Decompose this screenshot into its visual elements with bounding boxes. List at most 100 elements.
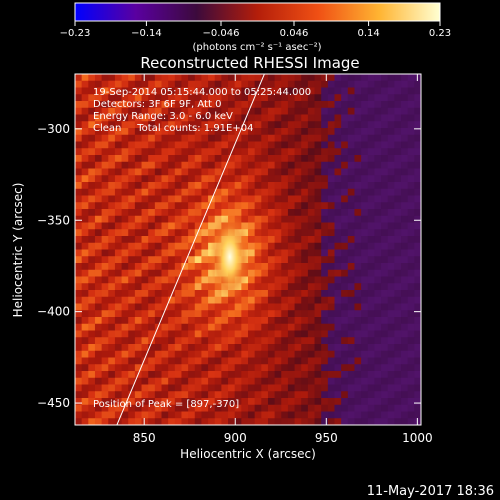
heatmap-cell xyxy=(381,209,389,217)
heatmap-cell xyxy=(254,256,262,264)
heatmap-cell xyxy=(241,148,249,156)
heatmap-cell xyxy=(241,323,249,331)
heatmap-cell xyxy=(181,236,189,244)
heatmap-cell xyxy=(248,215,256,223)
heatmap-cell xyxy=(181,323,189,331)
heatmap-cell xyxy=(327,371,335,379)
heatmap-cell xyxy=(281,350,289,358)
heatmap-cell xyxy=(294,188,302,196)
heatmap-cell xyxy=(281,249,289,257)
heatmap-cell xyxy=(354,330,362,338)
heatmap-cell xyxy=(314,74,322,82)
heatmap-cell xyxy=(188,155,196,163)
heatmap-cell xyxy=(287,418,296,425)
heatmap-cell xyxy=(274,222,282,230)
heatmap-cell xyxy=(414,101,421,109)
heatmap-cell xyxy=(248,134,256,142)
heatmap-cell xyxy=(354,114,362,122)
heatmap-cell xyxy=(114,229,123,237)
heatmap-cell xyxy=(168,141,176,149)
heatmap-cell xyxy=(314,101,322,109)
heatmap-cell xyxy=(401,283,409,291)
heatmap-cell xyxy=(248,229,256,237)
heatmap-cell xyxy=(241,310,249,318)
heatmap-cell xyxy=(221,371,229,379)
heatmap-cell xyxy=(367,269,375,277)
heatmap-cell xyxy=(128,398,136,406)
heatmap-cell xyxy=(274,161,282,169)
heatmap-cell xyxy=(108,107,116,115)
heatmap-cell xyxy=(261,337,269,345)
heatmap-cell xyxy=(194,384,202,392)
heatmap-cell xyxy=(108,384,116,392)
heatmap-cell xyxy=(254,94,262,102)
heatmap-cell xyxy=(381,377,389,385)
heatmap-cell xyxy=(274,269,282,277)
heatmap-cell xyxy=(248,249,256,257)
heatmap-cell xyxy=(168,310,176,318)
heatmap-cell xyxy=(401,188,409,196)
heatmap-cell xyxy=(81,269,89,277)
heatmap-cell xyxy=(374,168,382,176)
heatmap-cell xyxy=(81,229,89,237)
heatmap-cell xyxy=(394,404,402,412)
heatmap-cell xyxy=(374,182,382,190)
heatmap-cell xyxy=(228,101,236,109)
heatmap-cell xyxy=(121,256,129,264)
heatmap-cell xyxy=(248,87,256,95)
heatmap-cell xyxy=(174,121,182,129)
heatmap-cell xyxy=(174,350,182,358)
peak-position-label: Position of Peak = [897,-370] xyxy=(93,399,239,410)
heatmap-cell xyxy=(194,168,202,176)
heatmap-cell xyxy=(254,236,262,244)
heatmap-cell xyxy=(201,209,209,217)
heatmap-cell xyxy=(234,344,242,352)
heatmap-cell xyxy=(367,236,375,244)
heatmap-cell xyxy=(287,350,296,358)
x-tick-label: 850 xyxy=(133,431,156,445)
heatmap-cell xyxy=(94,249,103,257)
heatmap-cell xyxy=(114,249,123,257)
heatmap-cell xyxy=(361,155,369,163)
heatmap-cell xyxy=(287,411,296,419)
heatmap-cell xyxy=(241,101,249,109)
heatmap-cell xyxy=(94,182,103,190)
heatmap-cell xyxy=(161,317,169,325)
heatmap-cell xyxy=(327,222,335,230)
heatmap-cell xyxy=(401,141,409,149)
heatmap-cell xyxy=(188,188,196,196)
heatmap-cell xyxy=(361,161,369,169)
heatmap-cell xyxy=(294,269,302,277)
heatmap-cell xyxy=(128,256,136,264)
info-energy-range: Energy Range: 3.0 - 6.0 keV xyxy=(93,111,233,122)
heatmap-cell xyxy=(161,350,169,358)
heatmap-cell xyxy=(201,114,209,122)
heatmap-cell xyxy=(287,249,296,257)
heatmap-cell xyxy=(381,404,389,412)
heatmap-cell xyxy=(274,209,282,217)
heatmap-cell xyxy=(228,418,236,425)
heatmap-cell xyxy=(327,229,335,237)
heatmap-cell xyxy=(414,249,421,257)
heatmap-cell xyxy=(407,398,415,406)
heatmap-cell xyxy=(301,229,309,237)
heatmap-cell xyxy=(248,175,256,183)
heatmap-cell xyxy=(281,411,289,419)
heatmap-cell xyxy=(414,418,421,425)
heatmap-cell xyxy=(294,182,302,190)
heatmap-cell xyxy=(374,276,382,284)
heatmap-cell xyxy=(274,134,282,142)
heatmap-cell xyxy=(214,175,222,183)
heatmap-cell xyxy=(254,330,262,338)
heatmap-cell xyxy=(154,229,162,237)
heatmap-cell xyxy=(274,263,282,271)
heatmap-cell xyxy=(374,155,382,163)
heatmap-cell xyxy=(75,182,83,190)
heatmap-cell xyxy=(75,384,83,392)
heatmap-cell xyxy=(341,337,349,345)
x-axis-label: Heliocentric X (arcsec) xyxy=(180,447,316,461)
heatmap-cell xyxy=(394,310,402,318)
heatmap-cell xyxy=(188,377,196,385)
heatmap-cell xyxy=(347,229,355,237)
heatmap-cell xyxy=(294,350,302,358)
